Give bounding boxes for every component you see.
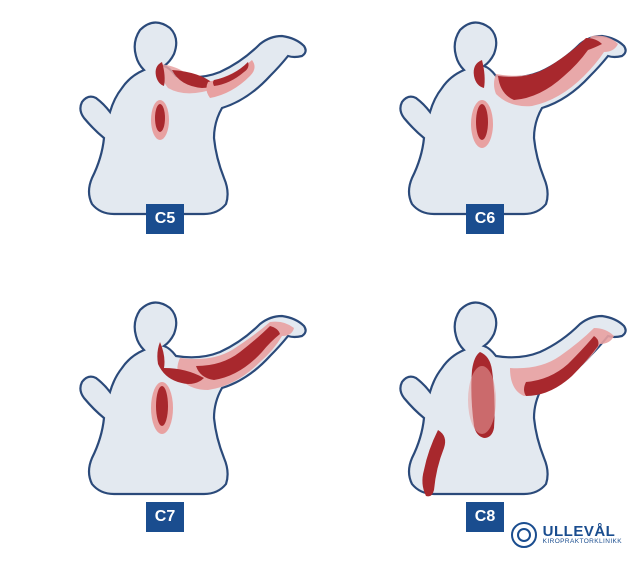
label-c6: C6	[466, 204, 504, 234]
label-c5: C5	[146, 204, 184, 234]
panel-c7: C7	[10, 290, 310, 550]
label-c7: C7	[146, 502, 184, 532]
logo-text: ULLEVÅL KIROPRAKTORKLINIKK	[543, 524, 622, 546]
logo-brand: ULLEVÅL	[543, 524, 622, 539]
pain-scapula-dark	[155, 104, 165, 132]
panel-c6: C6	[330, 10, 630, 270]
dermatome-grid: C5 C6	[0, 0, 640, 570]
label-c5-text: C5	[155, 210, 175, 228]
pain-scapula-light	[468, 366, 496, 434]
label-c7-text: C7	[155, 508, 175, 526]
label-c8: C8	[466, 502, 504, 532]
logo-icon	[511, 522, 537, 548]
pain-scapula-dark	[156, 386, 168, 426]
brand-logo: ULLEVÅL KIROPRAKTORKLINIKK	[511, 522, 622, 548]
label-c6-text: C6	[475, 210, 495, 228]
logo-icon-inner	[517, 528, 531, 542]
logo-subtitle: KIROPRAKTORKLINIKK	[543, 539, 622, 546]
body-outline	[80, 22, 305, 214]
pain-scapula-dark	[476, 104, 488, 140]
panel-c8: C8	[330, 290, 630, 550]
panel-c5: C5	[10, 10, 310, 270]
label-c8-text: C8	[475, 508, 495, 526]
